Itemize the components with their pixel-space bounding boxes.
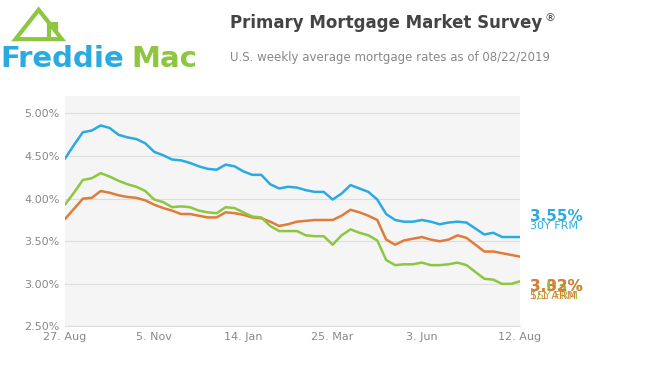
Text: 15Y FRM: 15Y FRM [530, 291, 578, 301]
Text: U.S. weekly average mortgage rates as of 08/22/2019: U.S. weekly average mortgage rates as of… [229, 50, 550, 64]
Text: 3.55%: 3.55% [530, 209, 582, 224]
Text: Freddie: Freddie [0, 45, 124, 73]
Text: Mac: Mac [131, 45, 198, 73]
Text: 5/1 ARM: 5/1 ARM [530, 290, 576, 301]
Text: 30Y FRM: 30Y FRM [530, 221, 578, 231]
Text: 3.03%: 3.03% [530, 279, 582, 295]
Text: ®: ® [545, 13, 556, 23]
Text: Primary Mortgage Market Survey: Primary Mortgage Market Survey [229, 14, 542, 32]
Text: 3.32%: 3.32% [530, 279, 582, 294]
